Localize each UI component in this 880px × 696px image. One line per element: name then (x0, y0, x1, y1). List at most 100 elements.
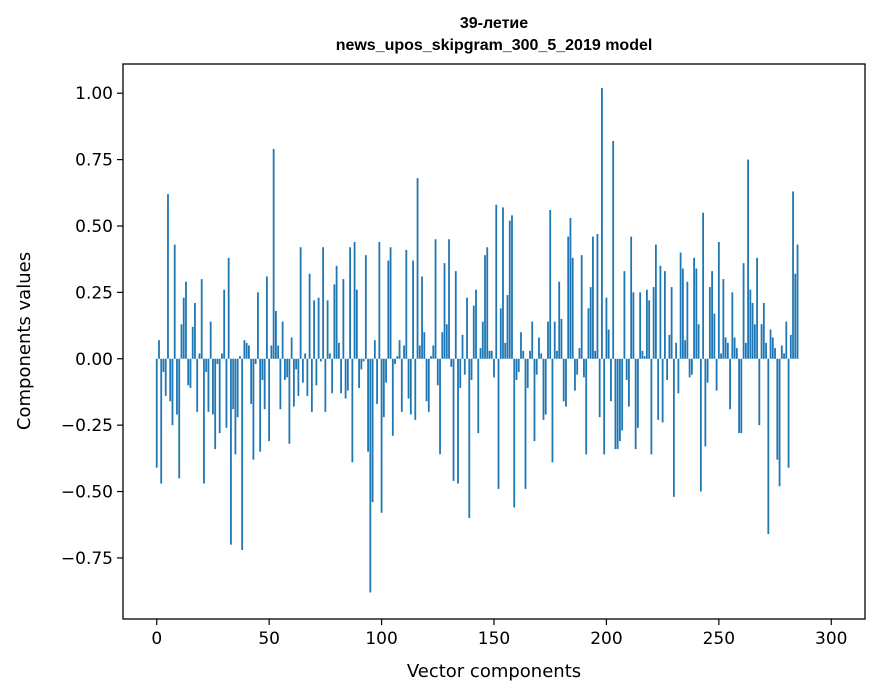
bars-group (155, 87, 799, 593)
bar (369, 358, 372, 593)
bar (738, 358, 740, 434)
bar (493, 358, 495, 378)
bar (601, 87, 603, 359)
bar (726, 342, 729, 359)
bar (250, 358, 253, 404)
bar (789, 334, 792, 359)
bar (580, 255, 583, 359)
bar (549, 210, 552, 359)
bar (310, 358, 313, 412)
bar (574, 358, 576, 391)
bar (308, 273, 311, 359)
bar (634, 358, 637, 450)
bar (479, 348, 482, 359)
bar (558, 281, 561, 359)
bar (421, 276, 423, 359)
bar (720, 353, 722, 359)
bar (450, 358, 453, 367)
bar (212, 358, 214, 415)
bar (628, 358, 630, 407)
bar (313, 300, 316, 359)
bar (391, 358, 394, 436)
bar (257, 292, 259, 359)
bar (333, 284, 336, 359)
bar (301, 358, 304, 383)
bar (412, 260, 414, 359)
bar (358, 358, 360, 388)
bar (403, 345, 405, 359)
bar (681, 268, 684, 359)
bar (612, 141, 615, 359)
bar (376, 358, 378, 404)
bar (187, 358, 190, 386)
y-tick-label: 0.25 (75, 283, 113, 303)
bar (760, 324, 763, 359)
bar (295, 358, 298, 370)
bar (650, 358, 653, 455)
bar (463, 358, 466, 375)
x-tick-label: 300 (815, 629, 847, 649)
bar (196, 358, 199, 412)
x-tick-label: 150 (478, 629, 510, 649)
bar (470, 358, 473, 380)
bar (425, 358, 428, 402)
bar (715, 358, 718, 391)
x-tick-label: 0 (151, 629, 162, 649)
x-axis-label: Vector components (407, 661, 581, 682)
bar (648, 300, 651, 359)
bar (389, 247, 392, 359)
bar (236, 358, 239, 418)
bar (432, 345, 435, 359)
bar (297, 358, 300, 396)
bar (699, 358, 702, 492)
bar (452, 358, 455, 481)
bar (605, 297, 608, 359)
bar (565, 358, 567, 407)
y-tick-label: 1.00 (75, 84, 113, 104)
bar (275, 310, 277, 359)
bar (740, 358, 743, 434)
bar (400, 358, 403, 412)
y-tick-label: 0.00 (75, 350, 113, 370)
bar (744, 342, 747, 359)
bar (513, 358, 516, 508)
bar (666, 358, 669, 380)
bar (266, 276, 268, 359)
bar (245, 342, 248, 359)
bar (317, 297, 320, 359)
bar (562, 358, 565, 402)
bar (670, 287, 673, 359)
bar (679, 252, 682, 359)
bar (430, 356, 432, 359)
bar (180, 324, 183, 359)
bar (520, 332, 522, 359)
bar (466, 297, 468, 359)
bar (753, 324, 756, 359)
bar (533, 358, 536, 442)
bar (185, 281, 187, 359)
bar (387, 260, 390, 359)
bar (261, 358, 264, 380)
bar (531, 321, 534, 359)
bar (364, 255, 367, 359)
bar (248, 345, 250, 359)
bar (360, 358, 363, 370)
bar (279, 358, 282, 410)
bar (378, 241, 381, 359)
bar (398, 340, 401, 359)
bar (209, 321, 212, 359)
bar (268, 358, 271, 442)
y-tick-label: −0.25 (61, 416, 113, 436)
bar (340, 358, 342, 394)
bar (677, 358, 680, 394)
bar (241, 358, 244, 550)
bar (614, 358, 617, 450)
bar (434, 239, 437, 359)
bar (171, 358, 174, 426)
bar (542, 358, 545, 420)
bar (306, 358, 309, 396)
bar (214, 358, 217, 450)
bar (778, 358, 781, 487)
bar (630, 236, 633, 359)
bar (524, 358, 527, 489)
